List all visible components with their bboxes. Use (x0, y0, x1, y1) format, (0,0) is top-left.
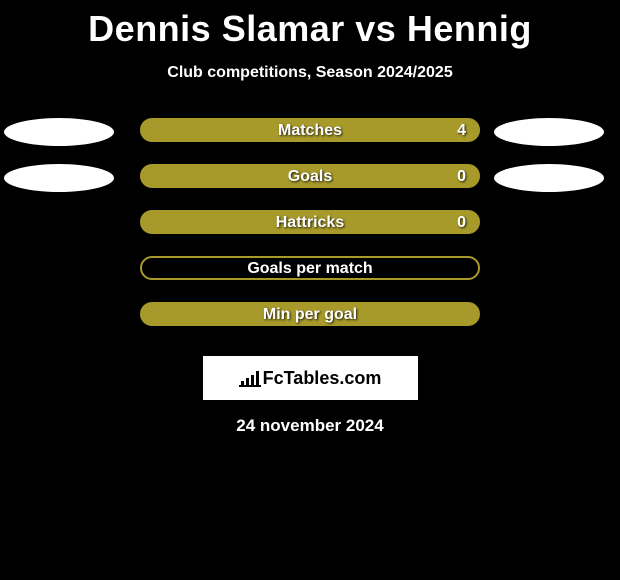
stat-label: Goals (142, 168, 478, 186)
page-title: Dennis Slamar vs Hennig (0, 0, 620, 50)
stat-row: Goals per match (0, 256, 620, 302)
stat-rows: Matches4Goals0Hattricks0Goals per matchM… (0, 118, 620, 348)
page-subtitle: Club competitions, Season 2024/2025 (0, 64, 620, 82)
stat-bar: Goals0 (140, 164, 480, 188)
stat-label: Hattricks (142, 214, 478, 232)
stat-value-right: 0 (457, 168, 466, 186)
stat-row: Min per goal (0, 302, 620, 348)
logo-text: FcTables.com (263, 368, 382, 389)
player-right-marker (494, 164, 604, 192)
stat-row: Matches4 (0, 118, 620, 164)
logo-box: FcTables.com (203, 356, 418, 400)
player-right-marker (494, 118, 604, 146)
player-left-marker (4, 118, 114, 146)
stat-bar: Hattricks0 (140, 210, 480, 234)
stat-value-right: 4 (457, 122, 466, 140)
player-left-marker (4, 164, 114, 192)
stat-label: Min per goal (142, 306, 478, 324)
stat-value-right: 0 (457, 214, 466, 232)
stat-row: Hattricks0 (0, 210, 620, 256)
stat-bar: Matches4 (140, 118, 480, 142)
stat-label: Matches (142, 122, 478, 140)
date-label: 24 november 2024 (0, 416, 620, 436)
logo-icon (239, 369, 261, 387)
logo: FcTables.com (239, 368, 382, 389)
stat-row: Goals0 (0, 164, 620, 210)
stat-bar: Goals per match (140, 256, 480, 280)
stat-bar: Min per goal (140, 302, 480, 326)
stat-label: Goals per match (142, 260, 478, 278)
